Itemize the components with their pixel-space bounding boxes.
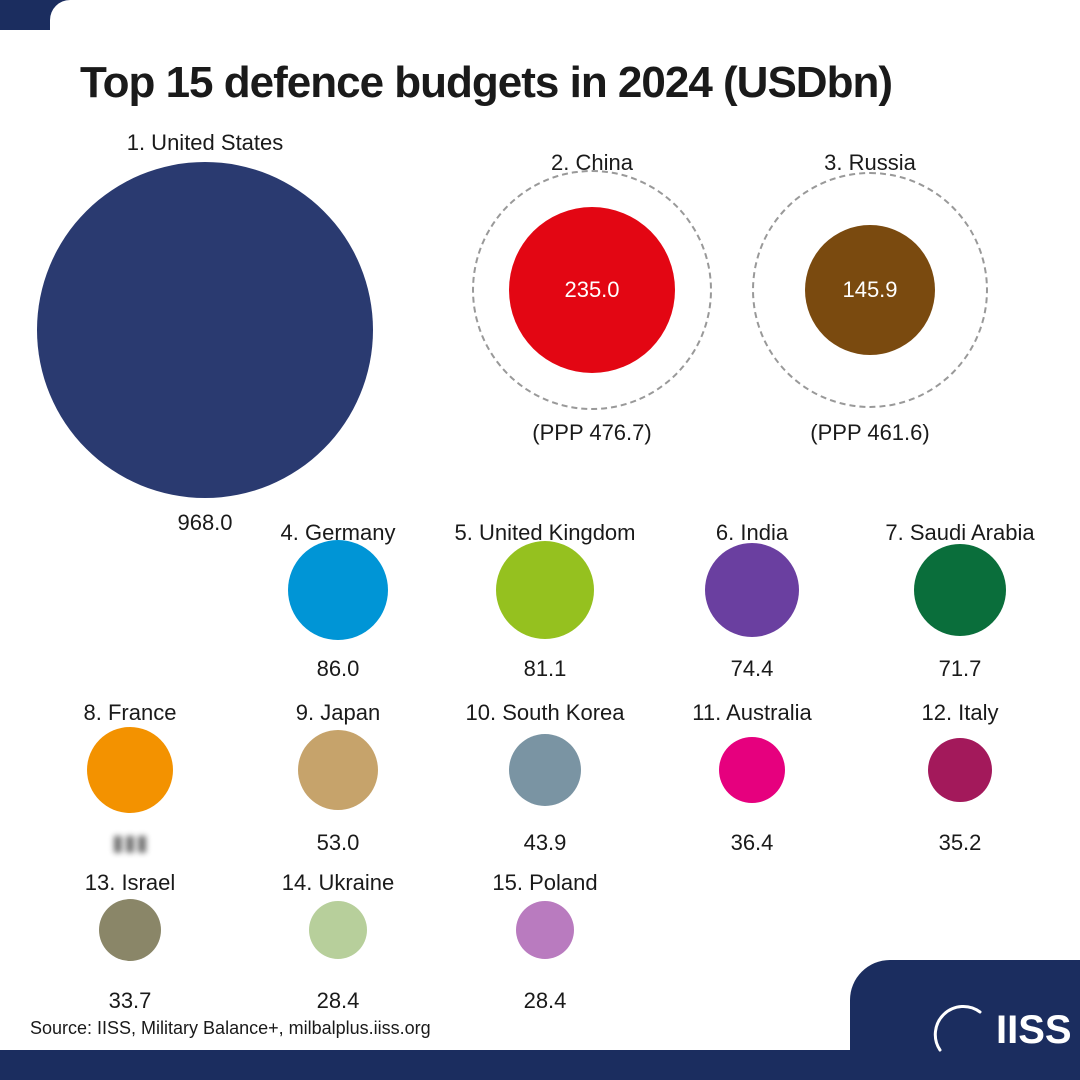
country-label: 4. Germany (281, 520, 396, 546)
country-label: 1. United States (127, 130, 284, 156)
budget-value: 28.4 (317, 988, 360, 1014)
iiss-logo-text: IISS (996, 1008, 1072, 1053)
country-label: 10. South Korea (465, 700, 624, 726)
frame-top-notch (50, 0, 1080, 30)
source-text: Source: IISS, Military Balance+, milbalp… (30, 1018, 431, 1039)
budget-value-hidden: ▮▮▮ (112, 830, 148, 856)
budget-bubble (719, 737, 785, 803)
budget-value: 36.4 (731, 830, 774, 856)
country-label: 3. Russia (824, 150, 916, 176)
country-label: 7. Saudi Arabia (885, 520, 1034, 546)
budget-bubble (914, 544, 1006, 636)
country-label: 13. Israel (85, 870, 176, 896)
chart-title: Top 15 defence budgets in 2024 (USDbn) (80, 58, 892, 108)
budget-value: 968.0 (177, 510, 232, 536)
country-label: 5. United Kingdom (455, 520, 636, 546)
budget-bubble (516, 901, 574, 959)
country-label: 6. India (716, 520, 788, 546)
country-label: 15. Poland (492, 870, 597, 896)
budget-value: 35.2 (939, 830, 982, 856)
country-label: 8. France (84, 700, 177, 726)
ppp-label: (PPP 461.6) (810, 420, 929, 446)
budget-value: 74.4 (731, 656, 774, 682)
budget-bubble (509, 734, 581, 806)
budget-bubble (928, 738, 992, 802)
country-label: 12. Italy (921, 700, 998, 726)
budget-value: 33.7 (109, 988, 152, 1014)
country-label: 14. Ukraine (282, 870, 395, 896)
budget-bubble (496, 541, 594, 639)
budget-value: 145.9 (842, 277, 897, 303)
budget-value: 235.0 (564, 277, 619, 303)
budget-bubble (99, 899, 161, 961)
budget-value: 81.1 (524, 656, 567, 682)
budget-value: 28.4 (524, 988, 567, 1014)
country-label: 9. Japan (296, 700, 380, 726)
budget-value: 71.7 (939, 656, 982, 682)
budget-bubble (288, 540, 388, 640)
budget-bubble (705, 543, 799, 637)
budget-bubble (37, 162, 373, 498)
country-label: 2. China (551, 150, 633, 176)
budget-bubble (298, 730, 378, 810)
budget-value: 86.0 (317, 656, 360, 682)
budget-value: 43.9 (524, 830, 567, 856)
country-label: 11. Australia (692, 700, 811, 726)
budget-value: 53.0 (317, 830, 360, 856)
budget-bubble (87, 727, 173, 813)
iiss-logo: IISS (930, 1000, 1072, 1060)
budget-bubble (309, 901, 367, 959)
ppp-label: (PPP 476.7) (532, 420, 651, 446)
